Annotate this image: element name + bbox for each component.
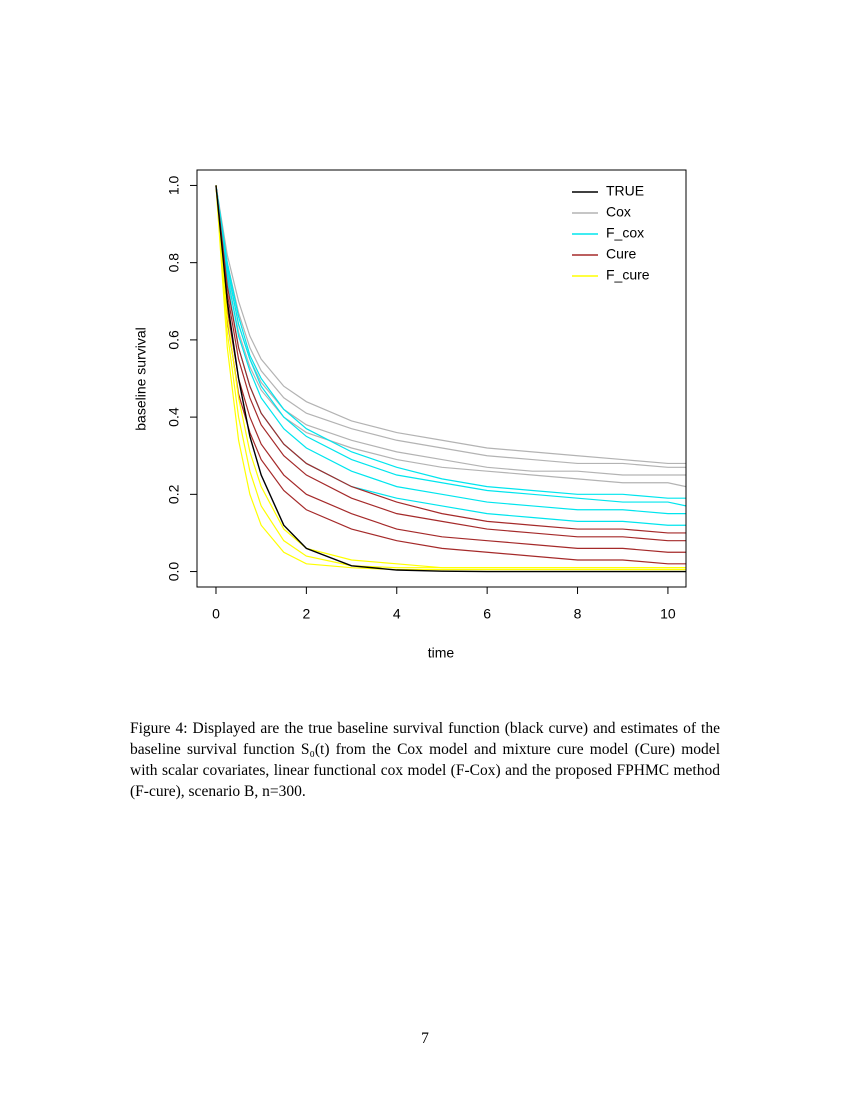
survival-curve	[215, 185, 686, 534]
chart: time baseline survival 0 2 4 6 8 10 0.0 0.2 0.4 0…	[133, 169, 687, 661]
legend-label: F_cure	[606, 267, 650, 283]
y-axis-label: baseline survival	[133, 327, 149, 431]
x-axis-label: time	[428, 645, 455, 661]
survival-curve	[215, 185, 686, 565]
x-tick-label: 0	[212, 606, 220, 622]
x-tick-label: 6	[483, 606, 491, 622]
y-tick-label: 0.8	[166, 253, 182, 273]
survival-curve	[215, 185, 686, 465]
legend-label: Cure	[606, 246, 637, 262]
legend-label: TRUE	[606, 183, 644, 199]
survival-curve	[215, 185, 686, 553]
survival-curve	[215, 185, 686, 515]
survival-curve	[215, 185, 686, 573]
x-tick-label: 2	[302, 606, 310, 622]
survival-curve	[215, 185, 686, 468]
y-tick-label: 0.6	[166, 330, 182, 350]
survival-curve	[215, 185, 686, 569]
plot-frame	[196, 169, 687, 588]
survival-curve	[215, 185, 686, 571]
survival-curve	[215, 185, 686, 499]
x-tick-label: 8	[574, 606, 582, 622]
survival-curve	[215, 185, 686, 488]
page-number: 7	[421, 1030, 429, 1047]
y-tick-label: 0.0	[166, 562, 182, 582]
legend-label: Cox	[606, 204, 631, 220]
survival-curve	[215, 185, 686, 542]
y-tick-label: 1.0	[166, 176, 182, 196]
y-tick-label: 0.2	[166, 484, 182, 504]
x-tick-label: 10	[660, 606, 676, 622]
figure-caption: Figure 4: Displayed are the true baselin…	[130, 720, 720, 800]
legend-label: F_cox	[606, 225, 644, 241]
x-tick-label: 4	[393, 606, 401, 622]
survival-curve	[215, 185, 686, 507]
y-tick-label: 0.4	[166, 407, 182, 427]
